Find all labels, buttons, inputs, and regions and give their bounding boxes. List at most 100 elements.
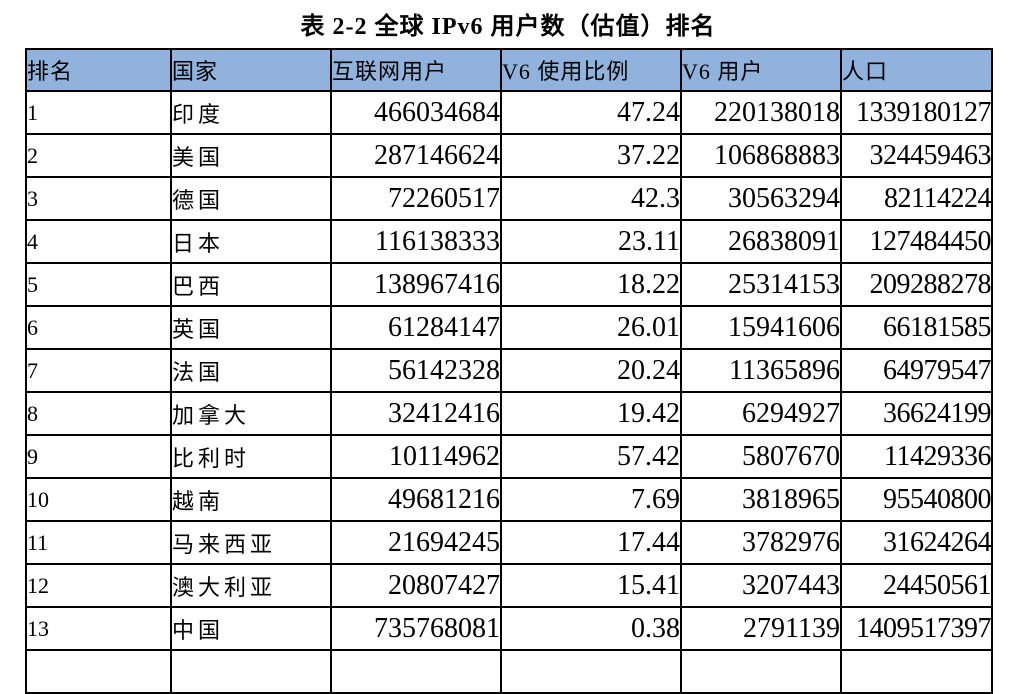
cell-v6-ratio [500, 649, 682, 694]
cell-country: 印度 [170, 90, 332, 135]
table-row: 2 美国 287146624 37.22 106868883 324459463 [25, 133, 993, 178]
cell-population: 66181585 [840, 305, 993, 350]
cell-internet-users: 138967416 [330, 262, 502, 307]
table-row: 12 澳大利亚 20807427 15.41 3207443 24450561 [25, 563, 993, 608]
cell-rank: 2 [25, 133, 172, 178]
cell-rank: 9 [25, 434, 172, 479]
cell-v6-users: 220138018 [680, 90, 842, 135]
cell-population: 1339180127 [840, 90, 993, 135]
cell-internet-users [330, 649, 502, 694]
table-row: 5 巴西 138967416 18.22 25314153 209288278 [25, 262, 993, 307]
cell-v6-ratio: 19.42 [500, 391, 682, 436]
cell-rank: 10 [25, 477, 172, 522]
cell-v6-ratio: 42.3 [500, 176, 682, 221]
cell-v6-users [680, 649, 842, 694]
table-row: 13 中国 735768081 0.38 2791139 1409517397 [25, 606, 993, 651]
cell-internet-users: 10114962 [330, 434, 502, 479]
table-caption: 表 2-2 全球 IPv6 用户数（估值）排名 [300, 14, 716, 40]
cell-country: 加拿大 [170, 391, 332, 436]
cell-rank: 12 [25, 563, 172, 608]
cell-country: 日本 [170, 219, 332, 264]
cell-population: 209288278 [840, 262, 993, 307]
column-header-rank: 排名 [25, 48, 172, 92]
cell-country [170, 649, 332, 694]
cell-v6-ratio: 15.41 [500, 563, 682, 608]
column-header-country: 国家 [170, 48, 332, 92]
cell-population: 95540800 [840, 477, 993, 522]
column-header-v6-ratio: V6 使用比例 [500, 48, 682, 92]
cell-internet-users: 21694245 [330, 520, 502, 565]
cell-internet-users: 72260517 [330, 176, 502, 221]
cell-population: 24450561 [840, 563, 993, 608]
cell-population: 324459463 [840, 133, 993, 178]
cell-rank: 13 [25, 606, 172, 651]
cell-country: 越南 [170, 477, 332, 522]
table-row: 8 加拿大 32412416 19.42 6294927 36624199 [25, 391, 993, 436]
cell-v6-users: 3782976 [680, 520, 842, 565]
cell-country: 巴西 [170, 262, 332, 307]
cell-v6-ratio: 18.22 [500, 262, 682, 307]
cell-internet-users: 32412416 [330, 391, 502, 436]
cell-rank: 11 [25, 520, 172, 565]
cell-population: 82114224 [840, 176, 993, 221]
cell-rank: 8 [25, 391, 172, 436]
cell-population: 64979547 [840, 348, 993, 393]
cell-population: 1409517397 [840, 606, 993, 651]
cell-internet-users: 466034684 [330, 90, 502, 135]
column-header-population: 人口 [840, 48, 993, 92]
cell-v6-users: 106868883 [680, 133, 842, 178]
header-row: 排名 国家 互联网用户 V6 使用比例 V6 用户 人口 [25, 48, 993, 92]
cell-population: 31624264 [840, 520, 993, 565]
cell-v6-users: 25314153 [680, 262, 842, 307]
cell-internet-users: 116138333 [330, 219, 502, 264]
table-row: 11 马来西亚 21694245 17.44 3782976 31624264 [25, 520, 993, 565]
cell-v6-ratio: 7.69 [500, 477, 682, 522]
cell-v6-ratio: 37.22 [500, 133, 682, 178]
cell-population: 11429336 [840, 434, 993, 479]
cell-country: 德国 [170, 176, 332, 221]
table-header: 排名 国家 互联网用户 V6 使用比例 V6 用户 人口 [25, 48, 993, 92]
cell-v6-ratio: 57.42 [500, 434, 682, 479]
cell-v6-ratio: 47.24 [500, 90, 682, 135]
table-row: 7 法国 56142328 20.24 11365896 64979547 [25, 348, 993, 393]
cell-country: 澳大利亚 [170, 563, 332, 608]
cell-v6-users: 3818965 [680, 477, 842, 522]
cell-internet-users: 49681216 [330, 477, 502, 522]
cell-rank: 1 [25, 90, 172, 135]
column-header-internet-users: 互联网用户 [330, 48, 502, 92]
table-row: 4 日本 116138333 23.11 26838091 127484450 [25, 219, 993, 264]
cell-internet-users: 56142328 [330, 348, 502, 393]
cell-v6-users: 2791139 [680, 606, 842, 651]
cell-internet-users: 20807427 [330, 563, 502, 608]
cell-country: 英国 [170, 305, 332, 350]
cell-v6-ratio: 23.11 [500, 219, 682, 264]
cell-v6-users: 5807670 [680, 434, 842, 479]
cell-country: 比利时 [170, 434, 332, 479]
cell-rank: 3 [25, 176, 172, 221]
cell-v6-ratio: 26.01 [500, 305, 682, 350]
cell-v6-users: 11365896 [680, 348, 842, 393]
cell-internet-users: 61284147 [330, 305, 502, 350]
cell-v6-ratio: 20.24 [500, 348, 682, 393]
cell-population [840, 649, 993, 694]
table-row: 10 越南 49681216 7.69 3818965 95540800 [25, 477, 993, 522]
cell-internet-users: 287146624 [330, 133, 502, 178]
cell-v6-ratio: 0.38 [500, 606, 682, 651]
cell-rank [25, 649, 172, 694]
cell-internet-users: 735768081 [330, 606, 502, 651]
cell-rank: 4 [25, 219, 172, 264]
cell-v6-users: 3207443 [680, 563, 842, 608]
cell-rank: 7 [25, 348, 172, 393]
cell-country: 马来西亚 [170, 520, 332, 565]
cell-population: 127484450 [840, 219, 993, 264]
table-row: 6 英国 61284147 26.01 15941606 66181585 [25, 305, 993, 350]
cell-rank: 6 [25, 305, 172, 350]
ipv6-ranking-table: 排名 国家 互联网用户 V6 使用比例 V6 用户 人口 1 印度 466034… [25, 48, 993, 694]
cell-v6-users: 30563294 [680, 176, 842, 221]
cell-v6-users: 26838091 [680, 219, 842, 264]
cell-country: 法国 [170, 348, 332, 393]
cell-country: 中国 [170, 606, 332, 651]
table-row: 3 德国 72260517 42.3 30563294 82114224 [25, 176, 993, 221]
table-row: 9 比利时 10114962 57.42 5807670 11429336 [25, 434, 993, 479]
table-body: 1 印度 466034684 47.24 220138018 133918012… [25, 90, 993, 694]
